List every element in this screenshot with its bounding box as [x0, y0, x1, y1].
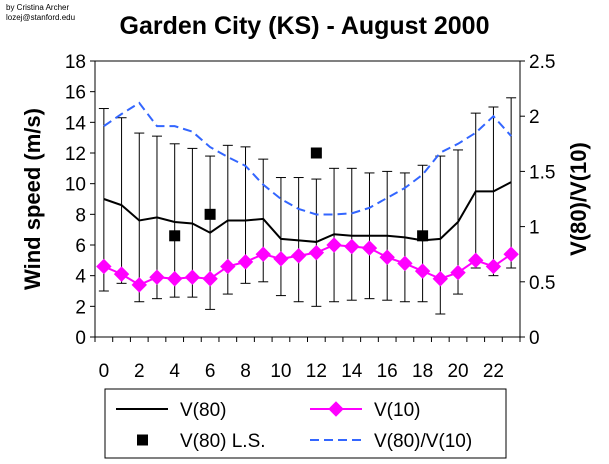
x-tick-label: 16 — [377, 361, 398, 382]
point-v-10 — [290, 248, 307, 264]
y2-tick-label: 1 — [529, 218, 540, 239]
legend-label: V(80) — [180, 400, 226, 421]
point-v-10 — [184, 269, 201, 285]
x-tick-label: 0 — [99, 361, 110, 382]
point-v-10 — [326, 237, 342, 253]
y-tick-label: 2 — [75, 297, 86, 318]
x-tick-label: 12 — [306, 361, 327, 382]
x-tick-label: 20 — [447, 361, 468, 382]
legend-marker — [137, 434, 148, 446]
y-tick-label: 16 — [65, 83, 86, 104]
point-v-10 — [468, 252, 484, 269]
legend-label: V(80) L.S. — [180, 431, 266, 452]
point-v-10 — [149, 269, 165, 285]
y-tick-label: 12 — [65, 144, 86, 165]
series-line-v-80-v-10 — [103, 101, 512, 216]
author-credit: by Cristina Archer — [6, 3, 70, 12]
y2-tick-label: 0.5 — [529, 273, 555, 294]
point-v-10 — [379, 249, 395, 265]
x-tick-label: 14 — [341, 361, 363, 382]
legend-box — [104, 388, 507, 459]
point-v-10 — [131, 277, 147, 293]
point-v-10 — [166, 271, 183, 287]
point-v-10 — [113, 266, 130, 282]
point-v-10 — [414, 263, 431, 279]
point-v-10 — [397, 255, 413, 272]
legend: V(80) V(10) V(80) L.S. V(80)/V(10) — [104, 388, 507, 459]
series-line-v-10 — [103, 243, 512, 286]
x-tick-label: 6 — [205, 361, 216, 382]
y-tick-label: 4 — [75, 267, 86, 288]
y2-tick-label: 1.5 — [529, 162, 555, 183]
point-v-10 — [220, 258, 236, 275]
point-v-10 — [202, 271, 218, 287]
point-v-10 — [308, 244, 325, 261]
point-v-10 — [485, 258, 502, 275]
axes: 0 2 4 6 8 10 12 14 16 18 0 0.5 1 1.5 2 2.5 0 2 4 6 8 10 12 14 16… — [65, 52, 556, 382]
chart-title: Garden City (KS) - August 2000 — [119, 12, 490, 40]
x-tick-label: 2 — [134, 361, 145, 382]
point-v-10 — [96, 258, 112, 275]
point-v-10 — [273, 251, 289, 267]
error-bars — [98, 97, 517, 315]
y-tick-label: 14 — [65, 113, 87, 134]
point-v-10 — [255, 246, 271, 262]
legend-marker — [328, 401, 344, 417]
y2-tick-label: 2.5 — [529, 52, 555, 73]
y-tick-label: 10 — [65, 175, 86, 196]
series-lines — [103, 101, 512, 286]
plot-frame — [94, 60, 521, 338]
point-v-80-l-s — [204, 208, 216, 220]
point-v-80-l-s — [417, 230, 429, 242]
y-tick-label: 0 — [75, 328, 86, 349]
y-tick-label: 18 — [65, 52, 86, 73]
point-v-10 — [450, 264, 466, 281]
plot-area — [94, 60, 521, 338]
point-v-10 — [344, 238, 360, 255]
y2-tick-label: 0 — [529, 328, 540, 349]
y-tick-label: 8 — [75, 205, 86, 226]
y2-tick-label: 2 — [529, 107, 540, 128]
x-tick-label: 8 — [240, 361, 251, 382]
x-tick-label: 22 — [483, 361, 504, 382]
point-v-10 — [237, 254, 254, 270]
point-v-80-l-s — [169, 230, 181, 242]
legend-label: V(80)/V(10) — [374, 431, 472, 452]
markers — [96, 147, 519, 293]
x-tick-label: 18 — [412, 361, 433, 382]
y-axis-label: Wind speed (m/s) — [20, 108, 45, 290]
point-v-80-l-s — [310, 147, 322, 159]
y2-axis-label: V(80)/V(10) — [566, 142, 591, 256]
x-tick-label: 4 — [169, 361, 180, 382]
point-v-10 — [361, 240, 378, 256]
legend-label: V(10) — [374, 400, 420, 421]
y-tick-label: 6 — [75, 236, 86, 257]
point-v-10 — [432, 271, 449, 287]
author-email: lozej@stanford.edu — [6, 13, 76, 22]
point-v-10 — [503, 246, 519, 262]
series-line-v-80 — [103, 181, 512, 243]
x-tick-label: 10 — [270, 361, 291, 382]
